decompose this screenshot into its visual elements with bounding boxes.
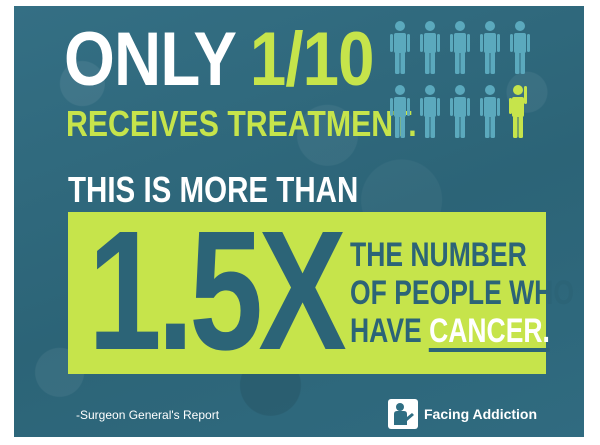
person-icon-highlighted: [509, 84, 531, 140]
headline-only: ONLY: [64, 17, 237, 102]
people-pictogram: [389, 20, 539, 150]
person-icon: [479, 20, 501, 76]
headline-subline: RECEIVES TREATMENT.: [66, 103, 417, 144]
brand-name: Facing Addiction: [424, 406, 538, 422]
headline-ratio: 1/10: [249, 17, 375, 102]
person-icon: [449, 20, 471, 76]
comparison-line-3-prefix: HAVE: [350, 312, 422, 350]
cancer-highlight: CANCER.: [429, 312, 550, 352]
comparison-lead: THIS IS MORE THAN: [68, 169, 359, 210]
comparison-line-3: HAVE CANCER.: [350, 312, 550, 352]
source-citation: -Surgeon General's Report: [76, 408, 220, 422]
facing-addiction-logo-icon: [388, 399, 418, 429]
brand-logo: Facing Addiction: [388, 398, 537, 430]
person-icon: [419, 20, 441, 76]
headline: ONLY 1/10: [64, 17, 375, 102]
person-icon: [389, 84, 411, 140]
person-icon: [479, 84, 501, 140]
person-icon: [509, 20, 531, 76]
infographic: ONLY 1/10 RECEIVES TREATMENT. THIS IS MOR…: [14, 6, 584, 437]
comparison-text: THE NUMBER OF PEOPLE WHO HAVE CANCER.: [350, 236, 574, 352]
comparison-multiplier: 1.5X: [88, 196, 347, 386]
person-icon: [419, 84, 441, 140]
person-icon: [449, 84, 471, 140]
comparison-line-1: THE NUMBER: [350, 236, 527, 274]
comparison-box: 1.5X THE NUMBER OF PEOPLE WHO HAVE CANCE…: [68, 206, 574, 376]
person-icon: [389, 20, 411, 76]
comparison-line-2: OF PEOPLE WHO: [350, 274, 574, 312]
